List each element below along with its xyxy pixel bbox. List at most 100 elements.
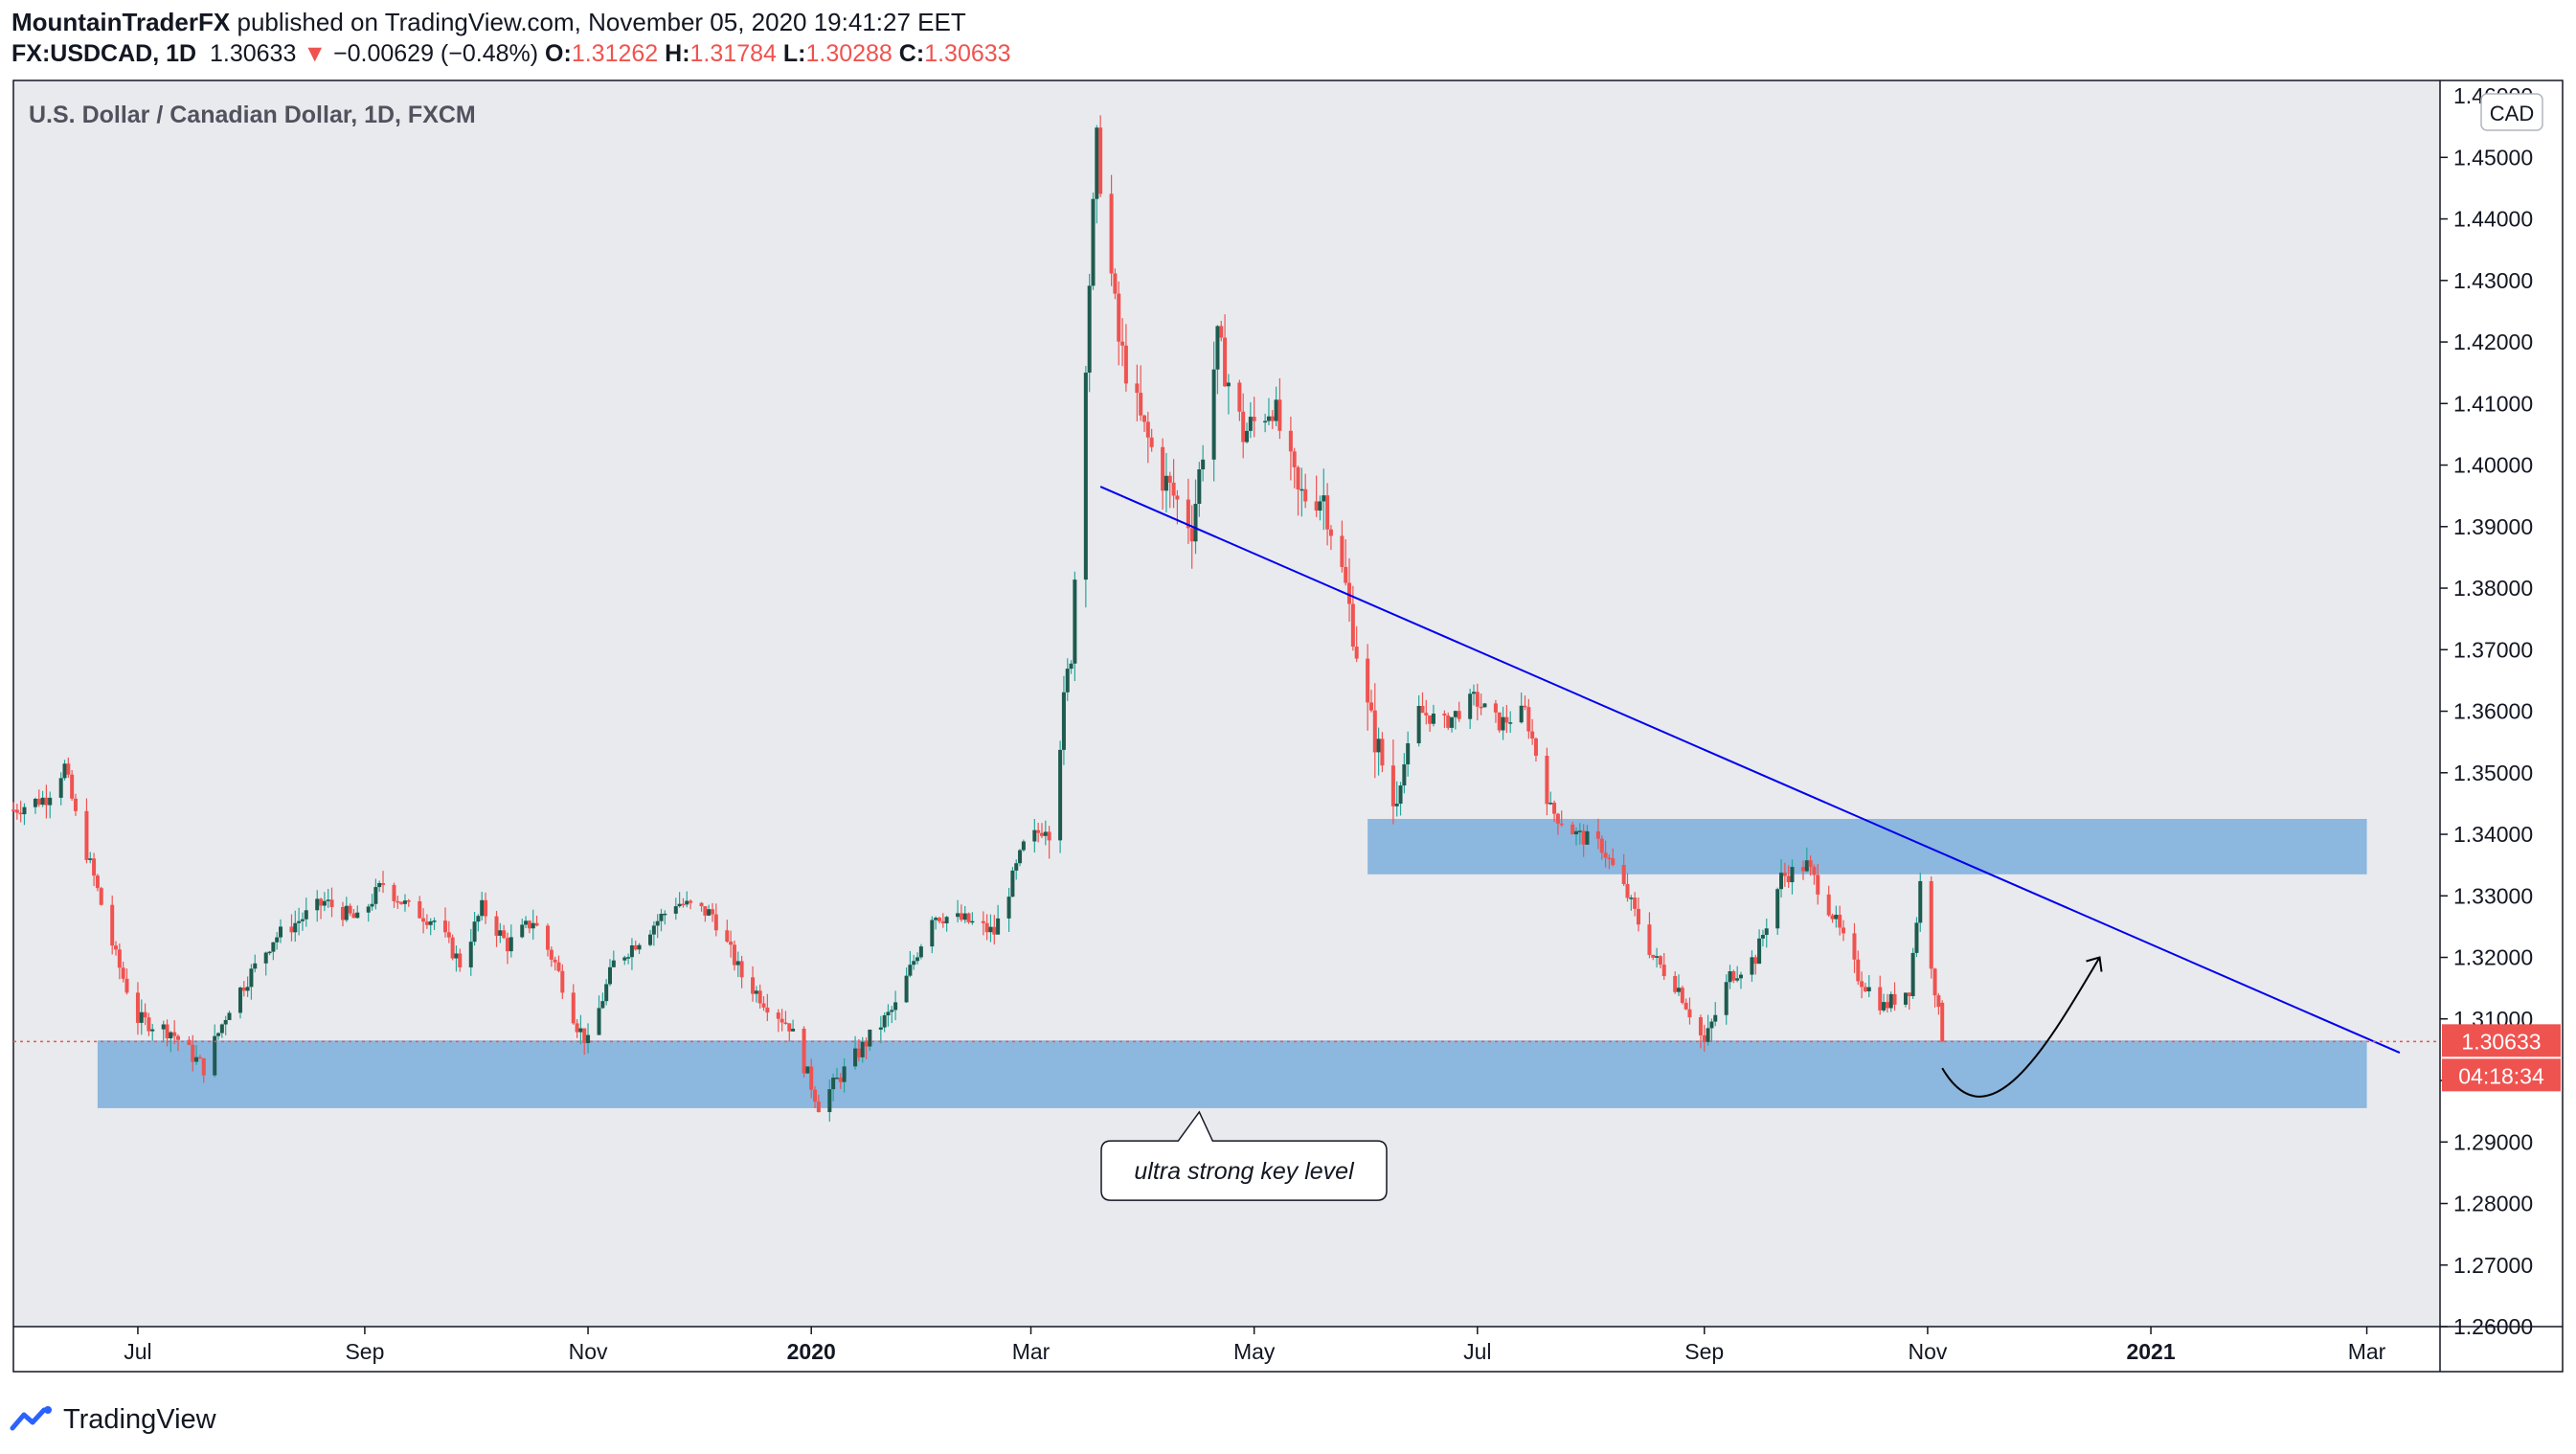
candle-body[interactable]	[597, 1008, 601, 1035]
candle-body[interactable]	[1658, 956, 1662, 966]
candle-body[interactable]	[633, 945, 638, 950]
candle-body[interactable]	[1380, 738, 1385, 766]
candle-body[interactable]	[1625, 884, 1630, 898]
candle-body[interactable]	[216, 1033, 221, 1036]
candle-body[interactable]	[534, 922, 539, 926]
candle-body[interactable]	[1888, 993, 1893, 1009]
candle-body[interactable]	[1940, 1002, 1945, 1042]
candle-body[interactable]	[787, 1023, 792, 1032]
candle-body[interactable]	[578, 1028, 583, 1033]
candle-body[interactable]	[1036, 829, 1041, 833]
candle-body[interactable]	[1581, 830, 1586, 845]
candle-body[interactable]	[22, 807, 27, 815]
candle-body[interactable]	[241, 988, 246, 991]
candle-body[interactable]	[450, 937, 455, 959]
candle-body[interactable]	[1186, 499, 1190, 529]
candle-body[interactable]	[984, 922, 989, 933]
candle-body[interactable]	[1416, 706, 1421, 744]
candle-body[interactable]	[124, 978, 129, 993]
candle-body[interactable]	[1211, 369, 1216, 460]
candle-body[interactable]	[1545, 756, 1549, 805]
candle-body[interactable]	[527, 920, 531, 929]
candle-body[interactable]	[446, 932, 451, 938]
candle-body[interactable]	[135, 992, 140, 1023]
key-level-zone[interactable]	[97, 1040, 2367, 1108]
candle-body[interactable]	[139, 1011, 144, 1023]
candle-body[interactable]	[725, 930, 730, 943]
candle-body[interactable]	[263, 952, 268, 964]
candle-body[interactable]	[1497, 712, 1502, 731]
candle-body[interactable]	[150, 1029, 155, 1032]
supply-zone[interactable]	[1367, 818, 2367, 875]
candle-body[interactable]	[1738, 974, 1744, 979]
candle-body[interactable]	[1398, 785, 1403, 805]
candle-body[interactable]	[1394, 804, 1399, 807]
candle-body[interactable]	[348, 905, 352, 914]
candle-body[interactable]	[1215, 326, 1220, 370]
candle-body[interactable]	[1878, 987, 1883, 1011]
candle-body[interactable]	[1069, 663, 1073, 670]
candle-body[interactable]	[1655, 956, 1660, 958]
candle-body[interactable]	[915, 957, 920, 962]
candle-body[interactable]	[648, 934, 653, 945]
candle-body[interactable]	[886, 1011, 891, 1015]
candle-body[interactable]	[663, 913, 667, 916]
callout-box[interactable]	[1100, 1110, 1388, 1201]
candle-body[interactable]	[1322, 495, 1326, 502]
candle-body[interactable]	[1091, 198, 1096, 286]
candle-body[interactable]	[88, 858, 93, 860]
candle-body[interactable]	[1731, 971, 1736, 981]
candle-body[interactable]	[651, 925, 656, 935]
candle-body[interactable]	[791, 1028, 796, 1032]
candle-body[interactable]	[1006, 897, 1011, 919]
candle-body[interactable]	[1428, 715, 1433, 724]
candle-body[interactable]	[1475, 692, 1480, 707]
candle-body[interactable]	[1376, 738, 1381, 753]
candle-body[interactable]	[681, 903, 686, 906]
candle-body[interactable]	[809, 1066, 814, 1090]
candle-body[interactable]	[62, 763, 67, 779]
candle-body[interactable]	[99, 888, 103, 905]
candle-body[interactable]	[1344, 566, 1348, 583]
candle-body[interactable]	[1735, 978, 1740, 981]
candle-body[interactable]	[1117, 293, 1121, 342]
candle-body[interactable]	[611, 960, 616, 967]
candle-body[interactable]	[629, 945, 634, 958]
author-name[interactable]: MountainTraderFX	[11, 8, 231, 36]
candle-body[interactable]	[1713, 1014, 1718, 1022]
candle-body[interactable]	[1816, 875, 1820, 895]
candle-body[interactable]	[143, 1011, 147, 1018]
candle-body[interactable]	[1098, 127, 1103, 194]
candle-body[interactable]	[908, 965, 913, 976]
candle-body[interactable]	[213, 1035, 217, 1076]
candle-body[interactable]	[508, 937, 513, 952]
candle-body[interactable]	[988, 926, 993, 933]
candle-body[interactable]	[1555, 813, 1560, 824]
candle-body[interactable]	[878, 1027, 883, 1030]
candle-body[interactable]	[1629, 897, 1634, 899]
candle-body[interactable]	[279, 926, 283, 938]
candle-body[interactable]	[1223, 337, 1228, 387]
brand-name[interactable]: TradingView	[63, 1403, 216, 1435]
candle-body[interactable]	[962, 913, 967, 920]
candle-body[interactable]	[36, 798, 41, 806]
candle-body[interactable]	[1790, 867, 1795, 883]
candle-body[interactable]	[1786, 875, 1791, 883]
candle-body[interactable]	[685, 900, 689, 905]
candle-body[interactable]	[549, 949, 554, 960]
candle-body[interactable]	[1842, 927, 1846, 934]
candle-body[interactable]	[1804, 860, 1809, 872]
candle-body[interactable]	[505, 938, 509, 952]
candle-body[interactable]	[853, 1048, 858, 1067]
candle-body[interactable]	[1175, 495, 1180, 500]
candle-body[interactable]	[1039, 832, 1044, 836]
candle-body[interactable]	[1647, 924, 1652, 955]
candle-body[interactable]	[1533, 738, 1538, 757]
candle-body[interactable]	[1863, 987, 1867, 991]
candle-body[interactable]	[1139, 393, 1143, 416]
candle-body[interactable]	[326, 899, 330, 901]
candle-body[interactable]	[1914, 922, 1919, 953]
candle-body[interactable]	[996, 918, 1001, 935]
candle-body[interactable]	[1171, 482, 1176, 496]
candle-body[interactable]	[981, 920, 985, 923]
